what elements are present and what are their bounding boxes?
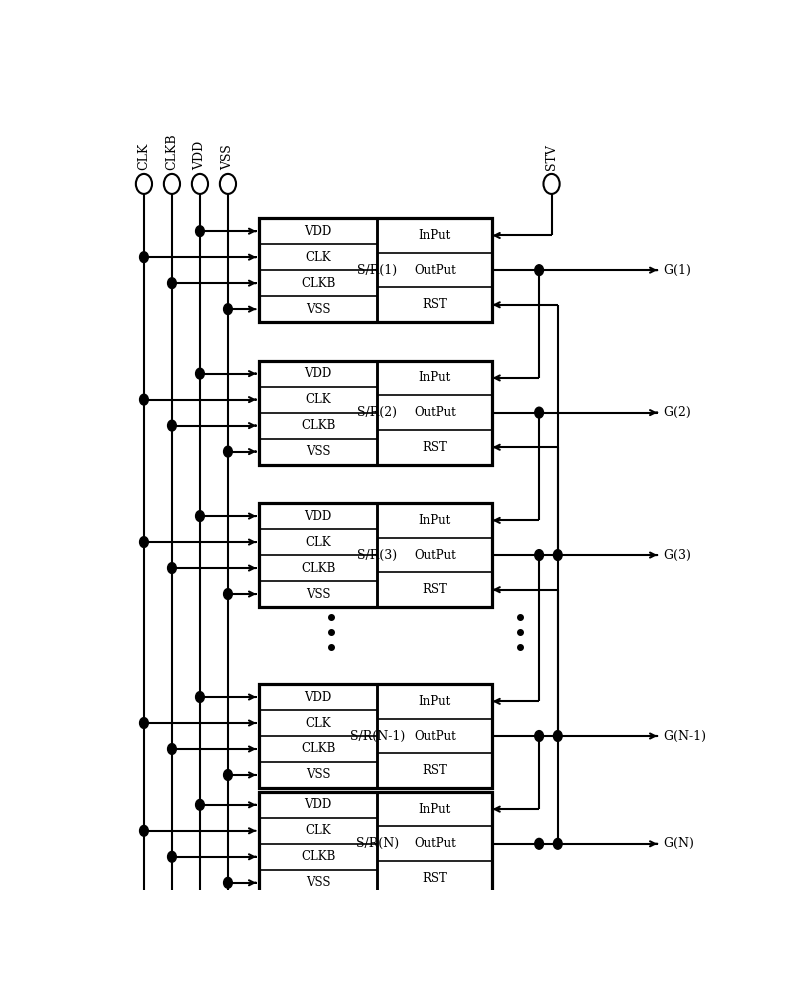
Text: S/R(N): S/R(N) (355, 837, 399, 850)
Text: OutPut: OutPut (414, 549, 456, 562)
Bar (377, 218, 492, 322)
Text: CLK: CLK (305, 251, 330, 264)
Circle shape (223, 304, 232, 315)
Text: VDD: VDD (304, 798, 331, 811)
Text: G(3): G(3) (662, 549, 691, 562)
Circle shape (168, 744, 176, 754)
Text: CLK: CLK (305, 717, 330, 730)
Bar (259, 218, 492, 322)
Circle shape (534, 407, 543, 418)
Text: InPut: InPut (418, 229, 451, 242)
Circle shape (223, 589, 232, 599)
Text: VSS: VSS (306, 876, 330, 889)
Text: VDD: VDD (304, 510, 331, 523)
Text: CLKB: CLKB (301, 419, 335, 432)
Bar (259, 503, 492, 607)
Text: CLK: CLK (305, 536, 330, 549)
Text: VDD: VDD (304, 367, 331, 380)
Text: VDD: VDD (193, 141, 206, 170)
Text: S/R(2): S/R(2) (357, 406, 397, 419)
Text: RST: RST (422, 298, 447, 311)
Circle shape (140, 825, 148, 836)
Bar (259, 503, 377, 607)
Bar (377, 503, 492, 607)
Circle shape (196, 226, 204, 237)
Circle shape (534, 731, 543, 741)
Text: OutPut: OutPut (414, 837, 456, 850)
Text: G(N): G(N) (662, 837, 694, 850)
Text: S/R(N-1): S/R(N-1) (349, 730, 404, 742)
Circle shape (140, 394, 148, 405)
Bar (259, 361, 492, 465)
Text: G(N-1): G(N-1) (662, 730, 706, 742)
Text: CLK: CLK (305, 393, 330, 406)
Text: VSS: VSS (306, 303, 330, 316)
Text: CLKB: CLKB (165, 133, 178, 170)
Circle shape (223, 446, 232, 457)
Text: VSS: VSS (306, 588, 330, 601)
Circle shape (168, 278, 176, 289)
Circle shape (553, 838, 561, 849)
Circle shape (140, 252, 148, 263)
Text: VSS: VSS (306, 445, 330, 458)
Text: RST: RST (422, 583, 447, 596)
Circle shape (196, 692, 204, 702)
Text: S/R(3): S/R(3) (357, 549, 397, 562)
Text: OutPut: OutPut (414, 406, 456, 419)
Text: InPut: InPut (418, 514, 451, 527)
Circle shape (196, 799, 204, 810)
Text: CLKB: CLKB (301, 277, 335, 290)
Text: CLKB: CLKB (301, 850, 335, 863)
Bar (259, 684, 377, 788)
Circle shape (534, 838, 543, 849)
Text: CLK: CLK (137, 143, 150, 170)
Text: InPut: InPut (418, 695, 451, 708)
Circle shape (553, 731, 561, 741)
Text: CLKB: CLKB (301, 562, 335, 575)
Bar (377, 361, 492, 465)
Circle shape (196, 511, 204, 521)
Text: OutPut: OutPut (414, 730, 456, 742)
Text: VDD: VDD (304, 225, 331, 238)
Text: STV: STV (545, 144, 557, 170)
Circle shape (196, 368, 204, 379)
Text: G(2): G(2) (662, 406, 691, 419)
Circle shape (140, 537, 148, 547)
Circle shape (223, 770, 232, 780)
Bar (377, 792, 492, 896)
Text: VSS: VSS (306, 768, 330, 781)
Text: CLK: CLK (305, 824, 330, 837)
Text: G(1): G(1) (662, 264, 691, 277)
Circle shape (168, 851, 176, 862)
Circle shape (168, 420, 176, 431)
Circle shape (534, 550, 543, 560)
Bar (259, 361, 377, 465)
Circle shape (223, 877, 232, 888)
Text: OutPut: OutPut (414, 264, 456, 277)
Circle shape (140, 718, 148, 728)
Text: InPut: InPut (418, 371, 451, 384)
Text: RST: RST (422, 764, 447, 777)
Text: VDD: VDD (304, 691, 331, 704)
Text: S/R(1): S/R(1) (357, 264, 397, 277)
Circle shape (534, 265, 543, 276)
Bar (377, 684, 492, 788)
Circle shape (168, 563, 176, 573)
Text: CLKB: CLKB (301, 742, 335, 755)
Bar (259, 792, 492, 896)
Text: VSS: VSS (221, 144, 234, 170)
Bar (259, 218, 377, 322)
Bar (259, 684, 492, 788)
Text: RST: RST (422, 872, 447, 885)
Text: InPut: InPut (418, 803, 451, 816)
Text: RST: RST (422, 441, 447, 454)
Circle shape (553, 550, 561, 560)
Bar (259, 792, 377, 896)
